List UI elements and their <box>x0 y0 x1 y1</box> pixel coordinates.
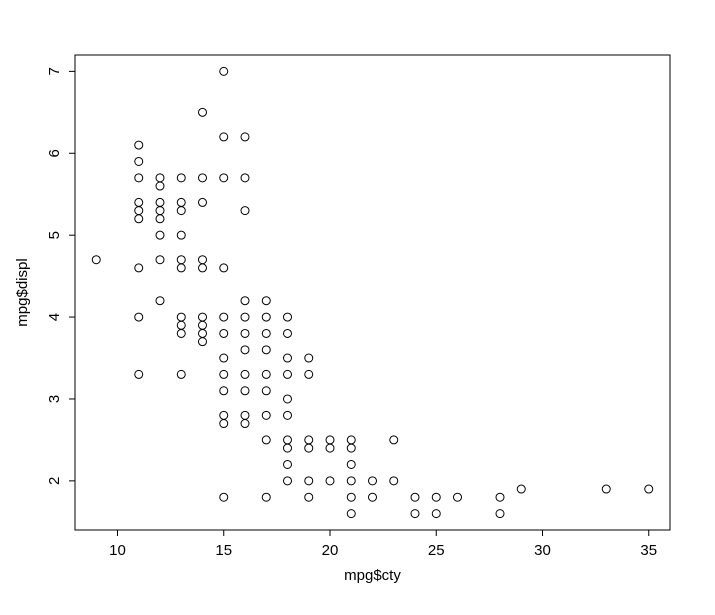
y-axis-label: mpg$displ <box>14 258 31 326</box>
chart-canvas: 10 15 20 25 30 35 2 3 4 5 6 7 mpg$cty mpg$displ <box>0 0 715 615</box>
y-tick-label: 6 <box>46 149 63 157</box>
y-tick-label: 4 <box>46 313 63 321</box>
y-tick-label: 5 <box>46 231 63 239</box>
x-tick-label: 35 <box>640 542 657 559</box>
x-tick-label: 20 <box>322 542 339 559</box>
y-tick-label: 2 <box>46 477 63 485</box>
x-tick-label: 15 <box>215 542 232 559</box>
scatter-chart: 10 15 20 25 30 35 2 3 4 5 6 7 mpg$cty mpg$displ <box>0 0 715 615</box>
y-tick-label: 7 <box>46 67 63 75</box>
x-axis-label: mpg$cty <box>344 567 401 584</box>
y-tick-label: 3 <box>46 395 63 403</box>
x-tick-label: 25 <box>428 542 445 559</box>
x-tick-label: 10 <box>109 542 126 559</box>
x-tick-label: 30 <box>534 542 551 559</box>
